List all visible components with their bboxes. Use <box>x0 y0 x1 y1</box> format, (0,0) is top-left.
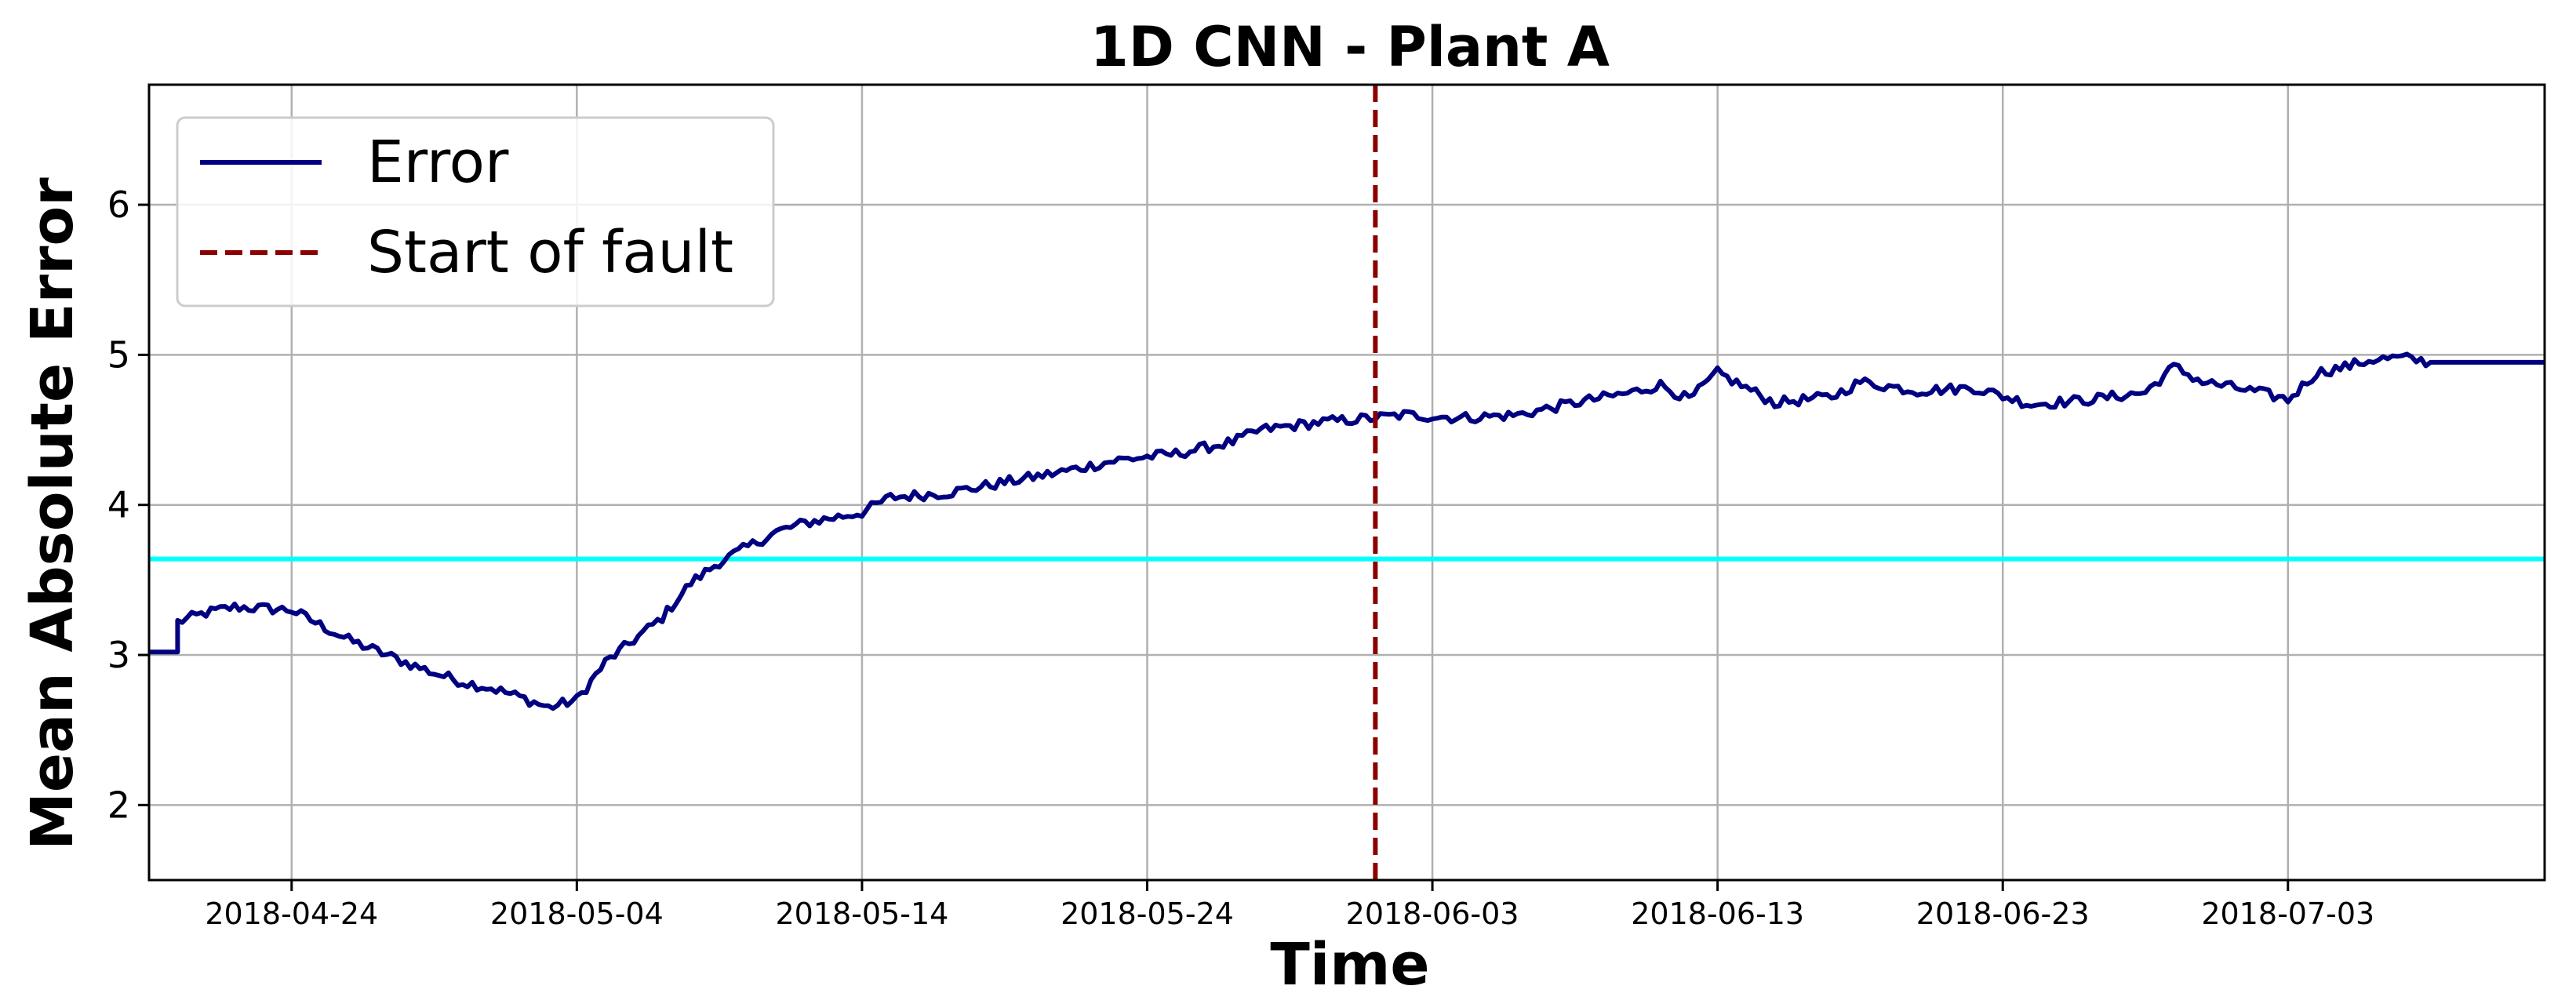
y-tick-label: 6 <box>107 184 130 226</box>
error-series-line <box>149 351 2545 711</box>
axis-ticks: 2 3 4 5 6 2018-04-24 2018-05-04 2018-05-14 2018-… <box>107 184 2374 931</box>
chart-title: 1D CNN - Plant A <box>1090 15 1610 79</box>
x-axis-label: Time <box>1270 931 1429 999</box>
y-tick-label: 4 <box>107 484 130 526</box>
plot-content <box>149 85 2545 880</box>
legend-fault-label: Start of fault <box>367 219 733 286</box>
legend: Error Start of fault <box>176 116 775 307</box>
plot-frame <box>147 83 2546 882</box>
legend-box <box>176 116 775 307</box>
x-tick-label: 2018-06-03 <box>1346 897 1519 931</box>
x-tick-label: 2018-06-13 <box>1631 897 1804 931</box>
y-tick-label: 5 <box>107 333 130 376</box>
y-tick-label: 2 <box>107 784 130 826</box>
x-tick-label: 2018-07-03 <box>2201 897 2374 931</box>
x-tick-label: 2018-05-24 <box>1061 897 1234 931</box>
x-tick-label: 2018-05-04 <box>490 897 664 931</box>
y-tick-label: 3 <box>107 634 130 676</box>
x-tick-label: 2018-04-24 <box>205 897 378 931</box>
x-tick-label: 2018-06-23 <box>1916 897 2090 931</box>
x-tick-label: 2018-05-14 <box>776 897 949 931</box>
y-axis-label: Mean Absolute Error <box>19 177 86 850</box>
legend-error-label: Error <box>367 129 509 196</box>
